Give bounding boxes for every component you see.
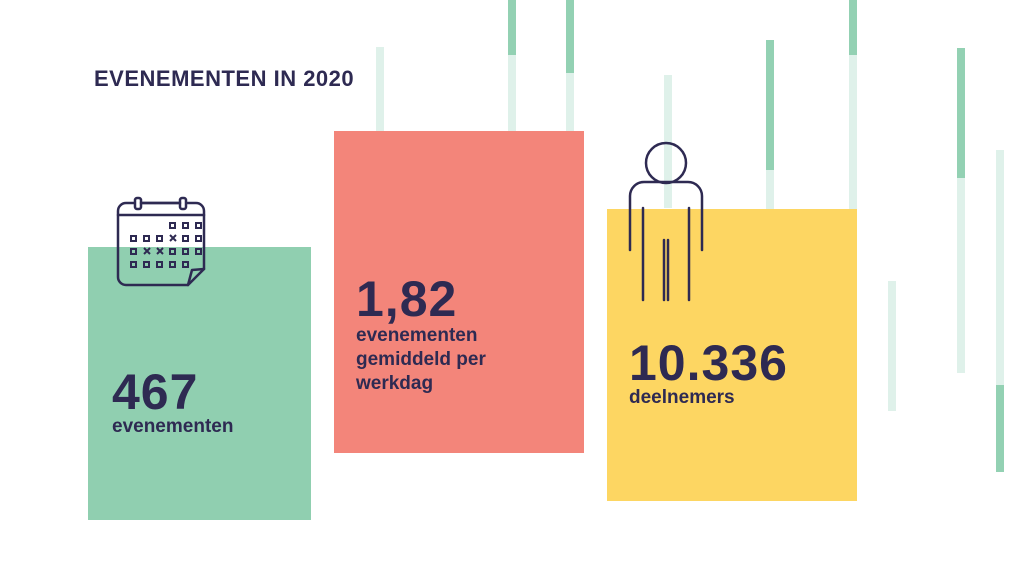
page-title: EVENEMENTEN IN 2020 — [94, 66, 355, 91]
stat-value-per-workday: 1,82 — [356, 271, 458, 327]
stat-label-participants: deelnemers — [629, 387, 735, 408]
stat-label-line: gemiddeld per — [356, 349, 486, 370]
stat-label-per-workday: evenementen gemiddeld per werkdag — [356, 324, 486, 396]
stat-label-events: evenementen — [112, 416, 234, 437]
stat-card-events — [88, 247, 311, 520]
stat-card-participants — [607, 209, 857, 501]
stat-label-line: werkdag — [356, 373, 434, 394]
stat-value-events: 467 — [112, 364, 199, 420]
stat-label-line: evenementen — [356, 325, 478, 346]
calendar-icon — [116, 196, 206, 287]
stat-value-participants: 10.336 — [629, 335, 788, 391]
stat-card-per-workday — [334, 131, 584, 453]
person-icon — [628, 141, 704, 302]
